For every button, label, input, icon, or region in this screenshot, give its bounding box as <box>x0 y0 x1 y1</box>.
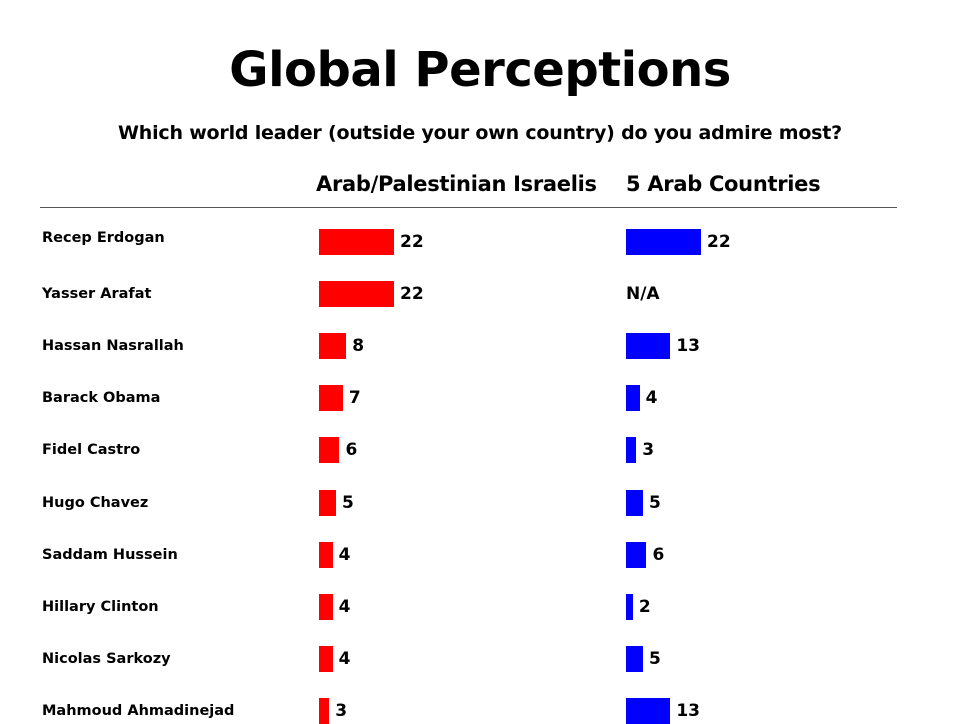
value-label-arab-palestinian-israelis-recep-erdogan: 22 <box>400 232 424 252</box>
bar-5-arab-countries-hillary-clinton <box>626 593 633 620</box>
row-label-recep-erdogan: Recep Erdogan <box>42 230 165 246</box>
bar-5-arab-countries-recep-erdogan <box>626 229 701 255</box>
row-label-barack-obama: Barack Obama <box>42 390 161 407</box>
value-label-arab-palestinian-israelis-nicolas-sarkozy: 4 <box>338 648 351 669</box>
bar-arab-palestinian-israelis-barack-obama <box>319 385 343 412</box>
value-label-arab-palestinian-israelis-hassan-nasrallah: 8 <box>352 336 365 357</box>
row-label-hassan-nasrallah: Hassan Nasrallah <box>42 338 184 355</box>
bar-arab-palestinian-israelis-hugo-chavez <box>319 489 337 516</box>
chart-title: Global Perceptions <box>229 42 731 98</box>
value-label-arab-palestinian-israelis-fidel-castro: 6 <box>345 440 358 461</box>
value-label-arab-palestinian-israelis-barack-obama: 7 <box>348 388 361 409</box>
row-label-saddam-hussein: Saddam Hussein <box>42 546 178 563</box>
value-label-arab-palestinian-israelis-hillary-clinton: 4 <box>338 596 351 617</box>
bar-arab-palestinian-israelis-hillary-clinton <box>319 593 333 620</box>
row-label-hillary-clinton: Hillary Clinton <box>42 598 159 615</box>
value-label-5-arab-countries-hugo-chavez: 5 <box>649 492 661 513</box>
bar-5-arab-countries-fidel-castro <box>626 437 637 464</box>
value-label-arab-palestinian-israelis-saddam-hussein: 4 <box>338 544 351 565</box>
value-label-5-arab-countries-nicolas-sarkozy: 5 <box>649 648 661 669</box>
value-label-5-arab-countries-hillary-clinton: 2 <box>638 596 651 617</box>
value-label-arab-palestinian-israelis-yasser-arafat: 22 <box>400 284 424 305</box>
row-label-nicolas-sarkozy: Nicolas Sarkozy <box>42 650 171 667</box>
header-divider <box>40 207 897 208</box>
bar-arab-palestinian-israelis-hassan-nasrallah <box>319 333 347 360</box>
chart-subtitle: Which world leader (outside your own cou… <box>118 122 842 144</box>
bar-arab-palestinian-israelis-recep-erdogan <box>319 229 394 255</box>
value-label-5-arab-countries-barack-obama: 4 <box>645 388 658 409</box>
value-label-5-arab-countries-saddam-hussein: 6 <box>652 544 665 565</box>
value-label-5-arab-countries-hassan-nasrallah: 13 <box>676 336 700 357</box>
value-label-arab-palestinian-israelis-hugo-chavez: 5 <box>342 492 354 513</box>
bar-arab-palestinian-israelis-saddam-hussein <box>319 541 333 568</box>
row-label-hugo-chavez: Hugo Chavez <box>42 494 149 511</box>
bar-arab-palestinian-israelis-yasser-arafat <box>319 281 394 308</box>
bar-5-arab-countries-hugo-chavez <box>626 489 644 516</box>
bar-arab-palestinian-israelis-nicolas-sarkozy <box>319 645 333 672</box>
bar-5-arab-countries-saddam-hussein <box>626 541 647 568</box>
value-label-5-arab-countries-fidel-castro: 3 <box>642 440 655 461</box>
row-label-fidel-castro: Fidel Castro <box>42 442 141 459</box>
bar-5-arab-countries-nicolas-sarkozy <box>626 645 644 672</box>
row-label-mahmoud-ahmadinejad: Mahmoud Ahmadinejad <box>42 702 235 719</box>
row-label-yasser-arafat: Yasser Arafat <box>42 286 152 303</box>
bar-5-arab-countries-barack-obama <box>626 385 640 412</box>
bar-arab-palestinian-israelis-fidel-castro <box>319 437 340 464</box>
series-header-arab-palestinian-israelis: Arab/Palestinian Israelis <box>316 172 597 196</box>
value-label-5-arab-countries-yasser-arafat: N/A <box>626 284 660 305</box>
bar-5-arab-countries-hassan-nasrallah <box>626 333 671 360</box>
value-label-arab-palestinian-israelis-mahmoud-ahmadinejad: 3 <box>335 700 348 721</box>
value-label-5-arab-countries-recep-erdogan: 22 <box>707 232 731 252</box>
value-label-5-arab-countries-mahmoud-ahmadinejad: 13 <box>676 700 700 721</box>
series-header-5-arab-countries: 5 Arab Countries <box>626 172 821 196</box>
bar-arab-palestinian-israelis-mahmoud-ahmadinejad <box>319 697 330 724</box>
